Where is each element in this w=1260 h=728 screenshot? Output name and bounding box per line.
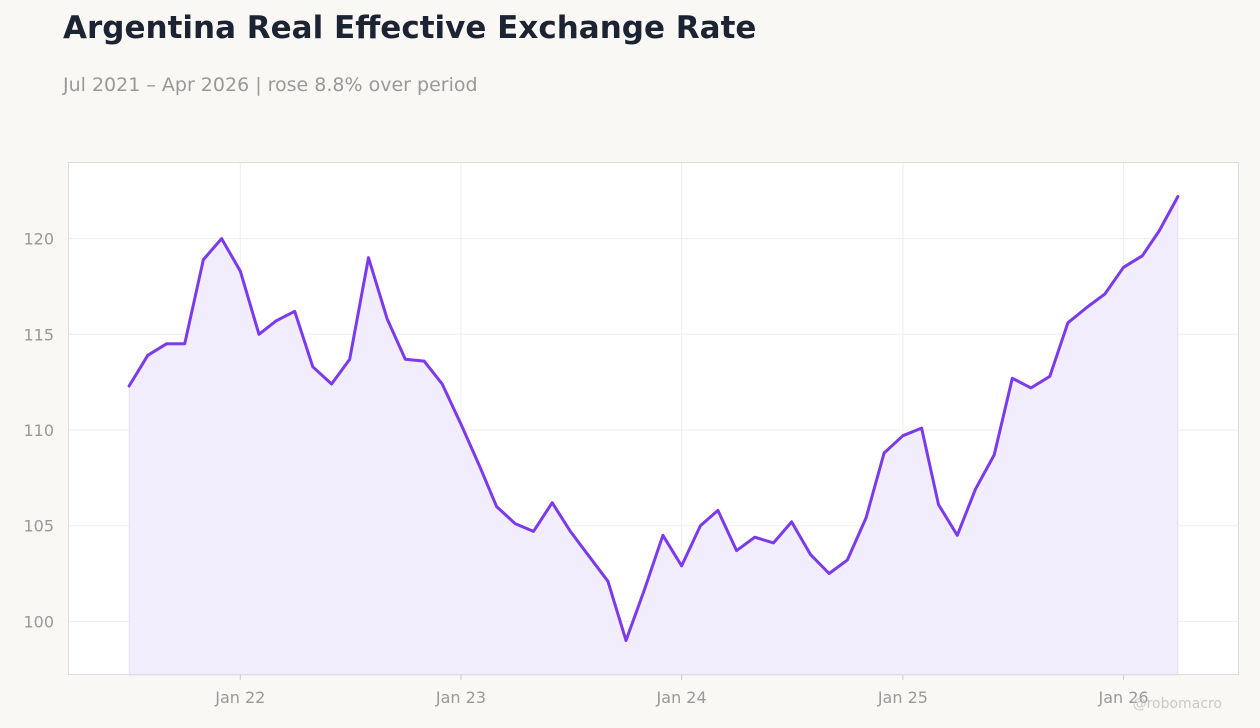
series-line (127, 195, 1180, 642)
y-tick-label: 115 (23, 325, 54, 344)
watermark: @robomacro (1132, 696, 1222, 712)
y-tick-label: 105 (23, 517, 54, 536)
y-tick-label: 100 (23, 612, 54, 631)
y-tick-label: 110 (23, 421, 54, 440)
x-tick-label: Jan 24 (656, 688, 707, 707)
x-tick-label: Jan 25 (877, 688, 928, 707)
chart-title: Argentina Real Effective Exchange Rate (63, 10, 757, 46)
x-tick-label: Jan 26 (1097, 688, 1148, 707)
y-tick-label: 120 (23, 230, 54, 249)
x-tick-label: Jan 22 (214, 688, 265, 707)
plot-frame (68, 162, 1239, 675)
chart-subtitle: Jul 2021 – Apr 2026 | rose 8.8% over per… (63, 74, 478, 96)
x-tick-label: Jan 23 (435, 688, 486, 707)
